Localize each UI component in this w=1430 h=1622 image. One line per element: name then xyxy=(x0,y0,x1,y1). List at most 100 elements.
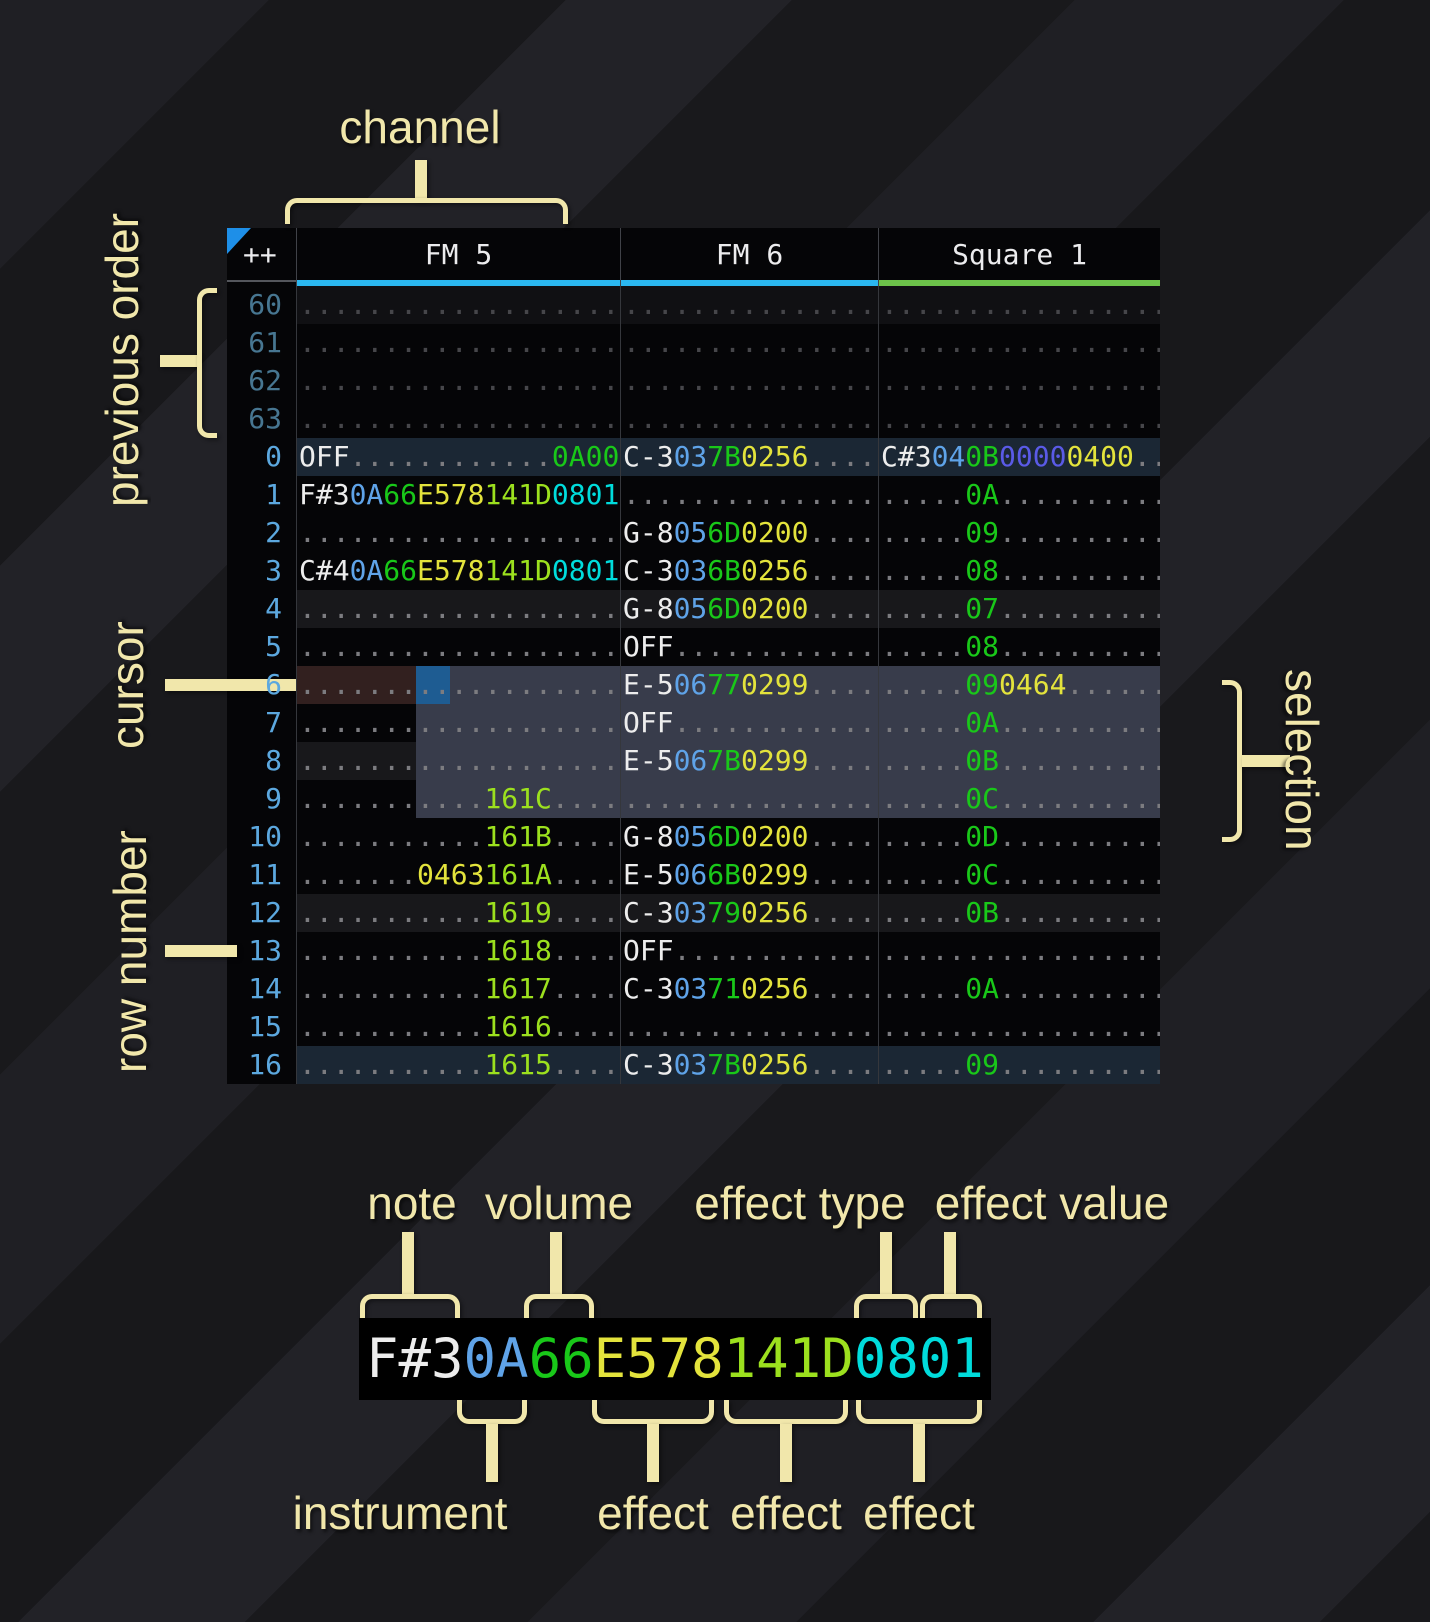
pattern-cell-fm6[interactable]: E-5066B0299.... xyxy=(620,856,878,894)
channel-header-fm-5[interactable]: FM 5 xyxy=(296,228,620,280)
pattern-cell-fm6[interactable]: ............... xyxy=(620,400,878,438)
field-dot: .... xyxy=(551,782,620,815)
channel-header-square-1[interactable]: Square 1 xyxy=(878,228,1160,280)
field-ins: 03 xyxy=(673,1048,708,1081)
pattern-cell-square1[interactable]: .....0A............ xyxy=(878,476,1160,514)
pattern-row-6: 6................... E-506770299.........… xyxy=(227,666,1160,704)
pattern-row-13: 13 ...........1618.... OFF................… xyxy=(227,932,1160,970)
pattern-cell-fm6[interactable]: C-303790256.... xyxy=(620,894,878,932)
pattern-cell-square1[interactable]: C#3040B00000400.... xyxy=(878,438,1160,476)
field-note: E-5 xyxy=(623,858,674,891)
pattern-cell-square1[interactable]: ................... xyxy=(878,324,1160,362)
row-number: 2 xyxy=(265,516,282,549)
pattern-cell-fm6[interactable]: ............... xyxy=(620,286,878,324)
pattern-cell-square1[interactable]: ................... xyxy=(878,932,1160,970)
field-dot: ........ xyxy=(1066,668,1160,701)
pattern-row-14: 14 ...........1617.... C-303710256........… xyxy=(227,970,1160,1008)
field-fxL: 1615 xyxy=(484,1048,552,1081)
pattern-cell-fm5[interactable]: ................... xyxy=(296,628,620,666)
pattern-cell-fm5[interactable]: ...........1619.... xyxy=(296,894,620,932)
field-dot: ..... xyxy=(881,668,966,701)
pattern-cell-fm6[interactable]: OFF............ xyxy=(620,704,878,742)
pattern-cell-fm6[interactable]: G-8056D0200.... xyxy=(620,818,878,856)
note-bracket xyxy=(360,1294,460,1318)
pattern-cell-square1[interactable]: ................... xyxy=(878,286,1160,324)
pattern-cell-fm5[interactable]: F#30A66E578141D0801 xyxy=(296,476,620,514)
pattern-cell-fm6[interactable]: OFF............ xyxy=(620,628,878,666)
pattern-cell-fm6[interactable]: G-8056D0200.... xyxy=(620,514,878,552)
channel-header-fm-6[interactable]: FM 6 xyxy=(620,228,878,280)
pattern-cell-fm5[interactable]: ................... xyxy=(296,742,620,780)
pattern-cell-square1[interactable]: .....0B............ xyxy=(878,894,1160,932)
pattern-cell-square1[interactable]: .....0A............ xyxy=(878,704,1160,742)
pattern-cell-square1[interactable]: .....0D............ xyxy=(878,818,1160,856)
row-number: 10 xyxy=(248,820,282,853)
field-dimdot: ................... xyxy=(881,288,1160,321)
field-fxL: 1617 xyxy=(484,972,552,1005)
pattern-cell-fm6[interactable]: ............... xyxy=(620,324,878,362)
field-fxY: 0299 xyxy=(741,668,809,701)
pattern-cell-fm6[interactable]: C-3037B0256.... xyxy=(620,1046,878,1084)
pattern-cell-fm5[interactable]: ................... xyxy=(296,400,620,438)
pattern-cell-fm6[interactable]: OFF............ xyxy=(620,932,878,970)
field-note: OFF xyxy=(623,706,674,739)
pattern-cell-fm5[interactable]: ...........1618.... xyxy=(296,932,620,970)
field-vol: 0A xyxy=(965,478,1000,511)
pattern-cell-fm5[interactable]: ................... xyxy=(296,666,620,704)
annotation-instrument-label: instrument xyxy=(292,1487,508,1539)
pattern-cell-square1[interactable]: ................... xyxy=(878,1008,1160,1046)
pattern-row-10: 10 ...........161B.... G-8056D0200........… xyxy=(227,818,1160,856)
pattern-cell-square1[interactable]: .....0C............ xyxy=(878,780,1160,818)
pattern-cell-fm6[interactable]: E-5067B0299.... xyxy=(620,742,878,780)
pattern-cell-square1[interactable]: .....0C............ xyxy=(878,856,1160,894)
pattern-cell-fm5[interactable]: OFF............0A00 xyxy=(296,438,620,476)
selection-bracket xyxy=(1222,680,1242,842)
field-dot: .... xyxy=(808,896,876,929)
pattern-cell-square1[interactable]: .....07............ xyxy=(878,590,1160,628)
pattern-cell-square1[interactable]: .....090464........ xyxy=(878,666,1160,704)
pattern-cell-fm6[interactable]: E-506770299.... xyxy=(620,666,878,704)
order-corner-cell[interactable]: ++ xyxy=(227,228,296,280)
field-fxY: 0200 xyxy=(741,516,809,549)
pattern-cell-fm5[interactable]: ...........1617.... xyxy=(296,970,620,1008)
pattern-cell-fm5[interactable]: ................... xyxy=(296,514,620,552)
pattern-cursor xyxy=(416,666,450,704)
pattern-cell-fm6[interactable]: ............... xyxy=(620,362,878,400)
pattern-cell-fm5[interactable]: ...........161C.... xyxy=(296,780,620,818)
pattern-row-3: 3 C#40A66E578141D0801 C-3036B0256.........… xyxy=(227,552,1160,590)
pattern-cell-fm5[interactable]: .......0463161A.... xyxy=(296,856,620,894)
field-fxC: 0801 xyxy=(551,554,620,587)
pattern-cell-square1[interactable]: ................... xyxy=(878,362,1160,400)
selection-pointer-stub xyxy=(1242,755,1290,767)
pattern-cell-fm6[interactable]: C-3036B0256.... xyxy=(620,552,878,590)
pattern-cell-fm6[interactable]: G-8056D0200.... xyxy=(620,590,878,628)
pattern-cell-fm5[interactable]: ...........1616.... xyxy=(296,1008,620,1046)
pattern-cell-fm5[interactable]: ................... xyxy=(296,590,620,628)
pattern-cell-fm6[interactable]: ............... xyxy=(620,476,878,514)
pattern-cell-fm5[interactable]: C#40A66E578141D0801 xyxy=(296,552,620,590)
field-vol: 6D xyxy=(707,516,742,549)
field-vol: 66 xyxy=(383,554,418,587)
pattern-cell-square1[interactable]: .....0A............ xyxy=(878,970,1160,1008)
field-dot: ..... xyxy=(881,820,966,853)
field-fxY: 0256 xyxy=(741,896,809,929)
pattern-cell-fm6[interactable]: C-303710256.... xyxy=(620,970,878,1008)
field-dot: ........... xyxy=(299,782,485,815)
pattern-cell-fm5[interactable]: ................... xyxy=(296,704,620,742)
pattern-cell-fm5[interactable]: ................... xyxy=(296,324,620,362)
pattern-cell-square1[interactable]: .....08............ xyxy=(878,628,1160,666)
pattern-cell-square1[interactable]: .....09............ xyxy=(878,514,1160,552)
pattern-cell-square1[interactable]: .....08............ xyxy=(878,552,1160,590)
pattern-cell-square1[interactable]: .....0B............ xyxy=(878,742,1160,780)
pattern-cell-fm5[interactable]: ...........161B.... xyxy=(296,818,620,856)
pattern-cell-fm6[interactable]: ............... xyxy=(620,780,878,818)
pattern-cell-fm6[interactable]: C-3037B0256.... xyxy=(620,438,878,476)
pattern-cell-fm5[interactable]: ................... xyxy=(296,286,620,324)
pattern-cell-fm5[interactable]: ...........1615.... xyxy=(296,1046,620,1084)
field-dot: ............ xyxy=(999,478,1160,511)
pattern-cell-square1[interactable]: ................... xyxy=(878,400,1160,438)
pattern-cell-fm6[interactable]: ............... xyxy=(620,1008,878,1046)
field-dot: ............ xyxy=(673,630,876,663)
pattern-cell-fm5[interactable]: ................... xyxy=(296,362,620,400)
pattern-cell-square1[interactable]: .....09............ xyxy=(878,1046,1160,1084)
